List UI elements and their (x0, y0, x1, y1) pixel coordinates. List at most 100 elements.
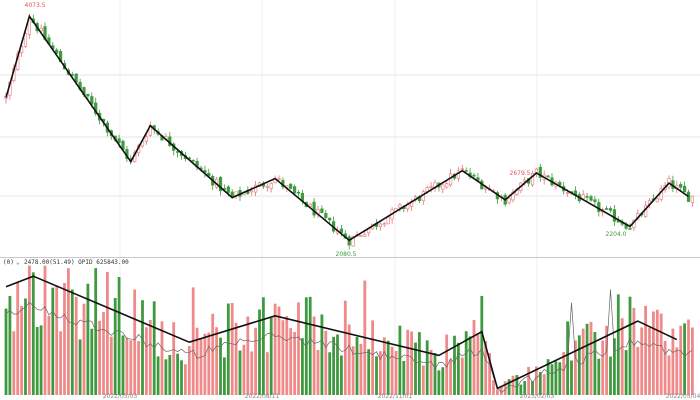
volume-bar (503, 381, 507, 395)
candle-body (86, 93, 90, 97)
date-tick-label: 2022/11/01 (378, 393, 413, 400)
volume-bar (453, 335, 456, 395)
candle-body (296, 191, 301, 194)
candle-body (324, 213, 328, 219)
date-tick-label: 2022/08/11 (245, 393, 280, 400)
candle-body (23, 33, 28, 47)
volume-bar (601, 340, 605, 395)
candle-body (604, 208, 609, 210)
candle-body (538, 166, 542, 178)
volume-bar (347, 324, 351, 395)
candlestick-series (4, 13, 694, 250)
candle-body (589, 196, 593, 201)
volume-bar (242, 344, 246, 395)
volume-bar (515, 375, 519, 395)
date-tick-label: 2022/05/04 (666, 393, 700, 400)
volume-bar (488, 353, 491, 395)
candle-body (308, 203, 312, 208)
volume-bar (476, 332, 480, 395)
volume-bar (464, 331, 468, 395)
volume-bar (581, 328, 585, 395)
volume-bar (620, 318, 624, 395)
volume-bar (47, 316, 51, 395)
volume-bar (308, 296, 312, 395)
volume-bar (250, 351, 254, 395)
candle-body (448, 173, 453, 186)
volume-bar (585, 323, 589, 395)
candle-body (176, 151, 180, 153)
candle-body (289, 183, 293, 189)
volume-bar (24, 298, 27, 395)
volume-bar (219, 337, 222, 395)
volume-bar (20, 306, 23, 395)
candle-body (382, 223, 386, 226)
volume-bar (187, 345, 191, 395)
volume-bar (679, 325, 683, 395)
candle-body (690, 195, 694, 204)
volume-bar (316, 350, 320, 395)
candle-body (351, 236, 355, 247)
candle-body (378, 223, 383, 227)
volume-bar (398, 325, 402, 395)
volume-bar (51, 287, 55, 395)
oi-path (5, 289, 693, 393)
candle-body (530, 173, 535, 186)
volume-bar (433, 353, 437, 395)
volume-bar (613, 338, 616, 395)
volume-bar (184, 364, 187, 395)
volume-bar (102, 312, 105, 395)
volume-bar (125, 337, 129, 395)
candle-body (363, 234, 367, 237)
volume-bar (496, 389, 499, 395)
volume-bar (531, 381, 534, 395)
volume-zigzag-path (5, 275, 678, 390)
volume-bar (293, 332, 296, 395)
volume-bar (577, 335, 581, 395)
candle-body (612, 209, 616, 222)
volume-bar (492, 380, 495, 395)
volume-bar (616, 294, 620, 395)
volume-bar (663, 341, 667, 395)
volume-bar (655, 309, 659, 395)
candle-body (593, 199, 597, 202)
volume-bar (109, 336, 113, 395)
volume-bar (550, 364, 554, 395)
volume-bar (675, 347, 679, 395)
volume-bar (35, 326, 39, 395)
volume-bar (589, 321, 593, 395)
dropdown-icon[interactable]: ⌄ (16, 259, 20, 266)
volume-bar (320, 314, 324, 395)
volume-bar (312, 316, 316, 395)
volume-bar (28, 265, 31, 395)
volume-bar (628, 296, 632, 395)
volume-bar (226, 303, 230, 395)
volume-bar (70, 289, 74, 395)
volume-bar (176, 353, 179, 395)
volume-bar (472, 319, 476, 395)
mid-low-price-label: 2204.0 (606, 231, 627, 238)
volume-bar (648, 327, 651, 395)
price-zigzag-line (5, 14, 689, 242)
volume-bar (301, 338, 304, 395)
volume-bar (203, 333, 207, 395)
candle-body (655, 198, 659, 203)
volume-bar (359, 343, 363, 395)
volume-bar (12, 331, 16, 395)
candle-body (628, 227, 632, 230)
open-interest-line (5, 289, 693, 393)
volume-bar (410, 331, 413, 395)
candle-body (250, 190, 254, 193)
volume-bar (328, 352, 332, 395)
volume-bar (683, 323, 686, 395)
volume-bar (94, 268, 98, 395)
candle-body (117, 138, 121, 144)
volume-bar (55, 285, 59, 395)
volume-bar (562, 352, 566, 395)
volume-bar (527, 367, 530, 395)
volume-bar (390, 346, 394, 395)
volume-bar (297, 302, 300, 395)
candle-body (328, 217, 332, 221)
high-price-label: 4073.5 (25, 2, 46, 9)
volume-bar (402, 360, 406, 395)
candle-body (320, 208, 324, 213)
